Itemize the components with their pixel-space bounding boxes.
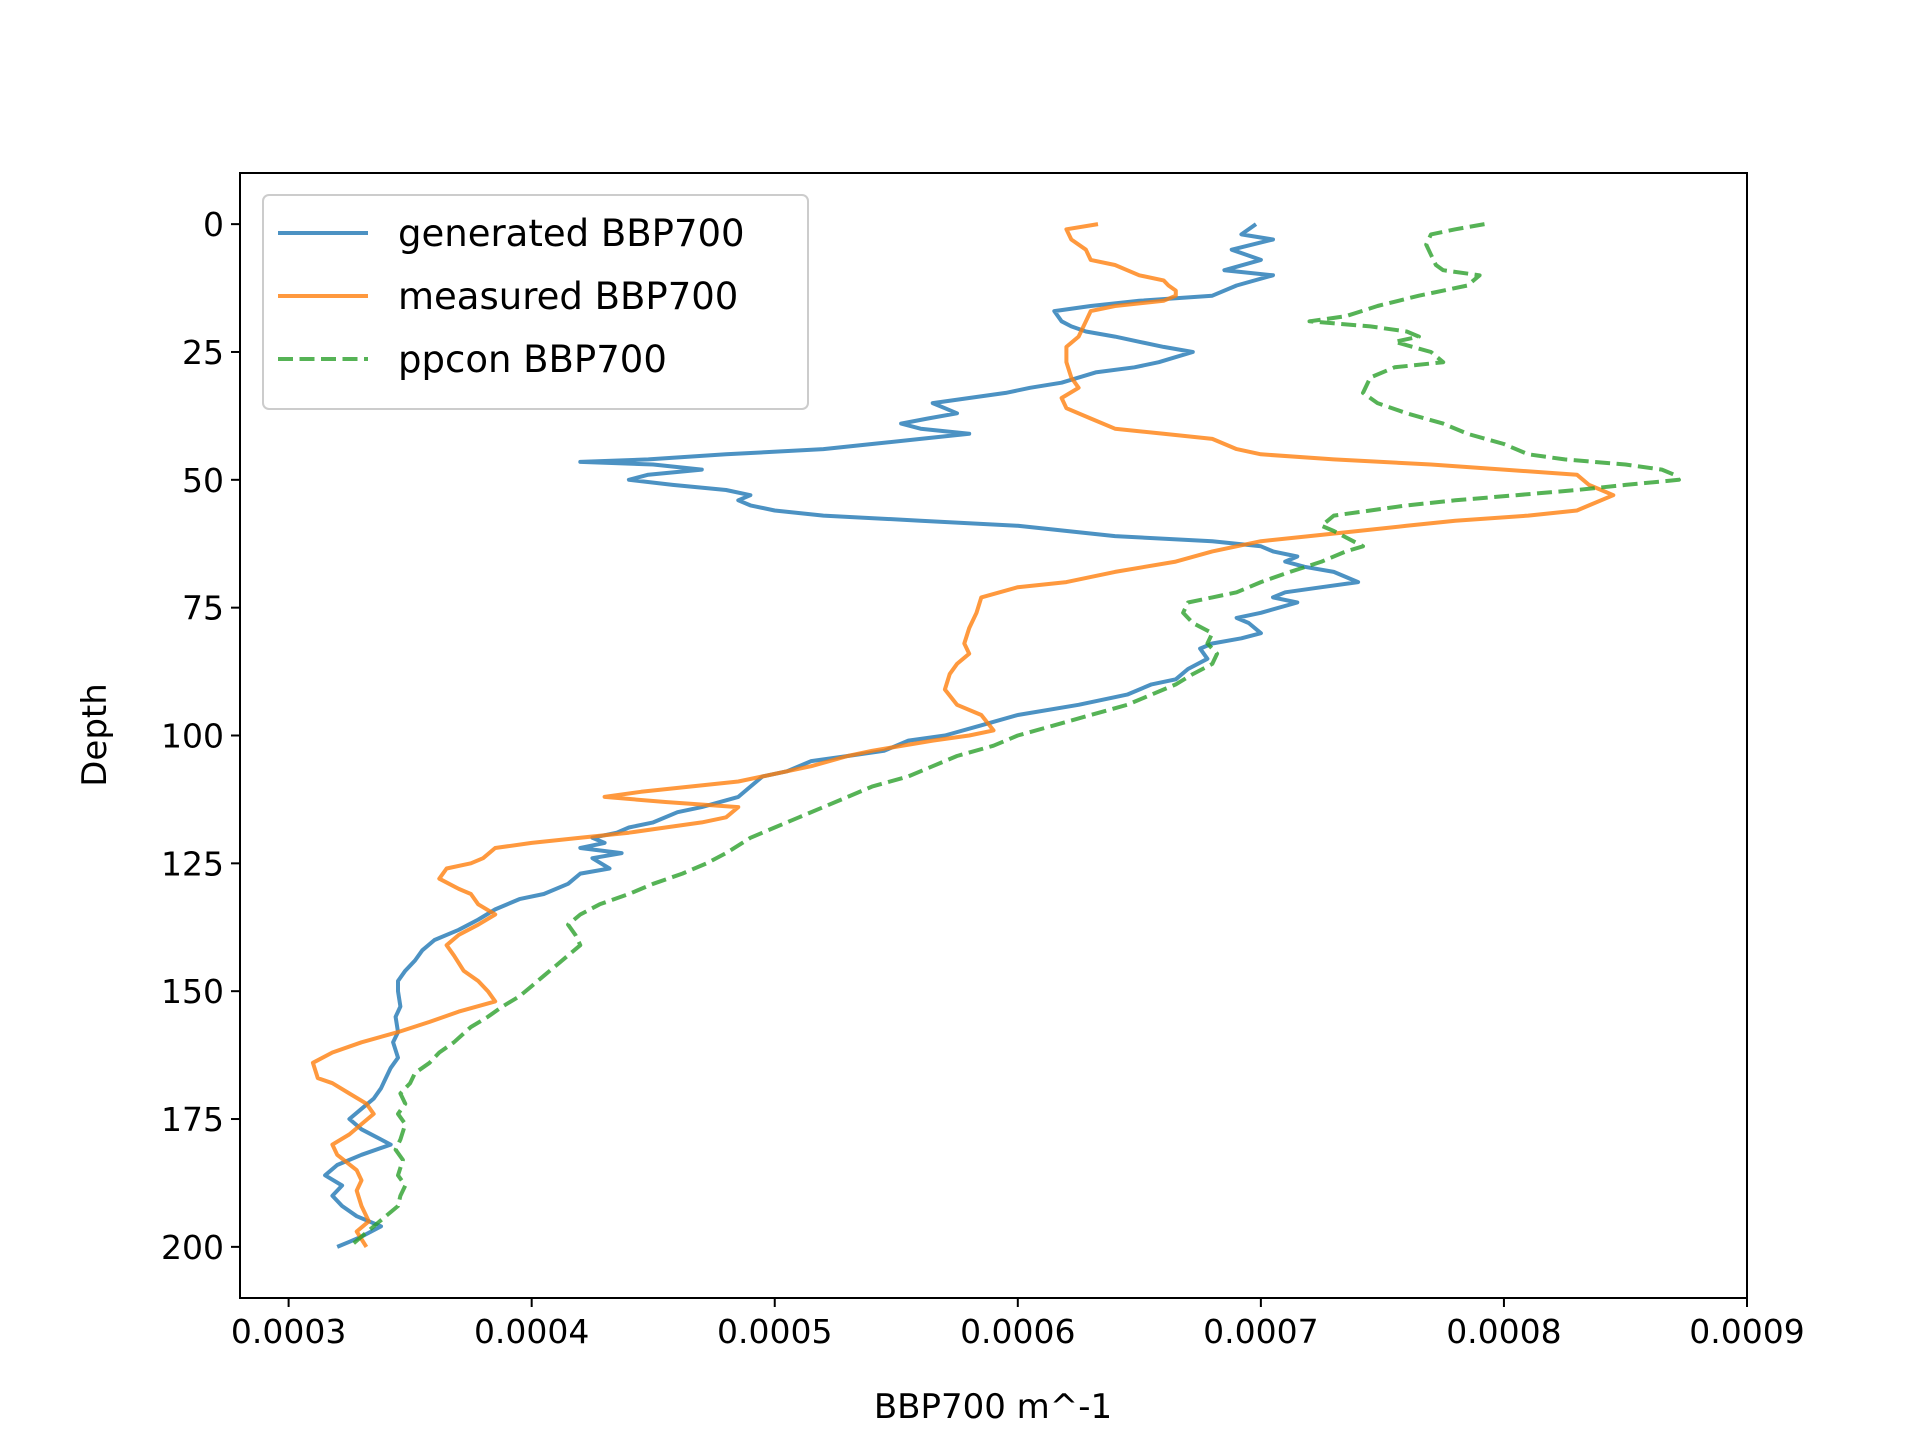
x-axis: 0.0003 0.0004 0.0005 0.0006 0.0007 0.0008 0.00…: [231, 1298, 1805, 1351]
legend-label: ppcon BBP700: [398, 338, 667, 381]
x-tick-label: 0.0004: [474, 1312, 589, 1351]
y-tick-label: 175: [161, 1100, 224, 1139]
legend-label: measured BBP700: [398, 275, 738, 318]
legend-box: [262, 194, 809, 410]
x-tick-label: 0.0009: [1689, 1312, 1804, 1351]
x-tick-label: 0.0003: [231, 1312, 346, 1351]
y-axis-label: Depth: [75, 683, 115, 787]
series-layer: [310, 222, 1681, 1249]
y-tick-label: 50: [182, 461, 224, 500]
y-tick-label: 200: [161, 1228, 224, 1267]
y-tick-label: 100: [161, 717, 224, 756]
y-tick-label: 150: [161, 972, 224, 1011]
y-tick-label: 75: [182, 589, 224, 628]
y-tick-label: 125: [161, 844, 224, 883]
y-tick-label: 0: [203, 205, 224, 244]
x-axis-label: BBP700 m^-1: [874, 1387, 1112, 1427]
x-tick-label: 0.0008: [1446, 1312, 1561, 1351]
legend: generated BBP700 measured BBP700 ppcon BBP…: [262, 194, 809, 410]
y-axis: 0 25 50 75 100 125 150 175 200: [161, 205, 240, 1267]
y-tick-label: 25: [182, 333, 224, 372]
series-line-2: [310, 222, 1616, 1248]
series-line-1: [323, 222, 1361, 1249]
legend-label: generated BBP700: [398, 212, 745, 255]
series-line-3: [348, 222, 1681, 1249]
x-tick-label: 0.0007: [1203, 1312, 1318, 1351]
x-tick-label: 0.0005: [717, 1312, 832, 1351]
x-tick-label: 0.0006: [960, 1312, 1075, 1351]
